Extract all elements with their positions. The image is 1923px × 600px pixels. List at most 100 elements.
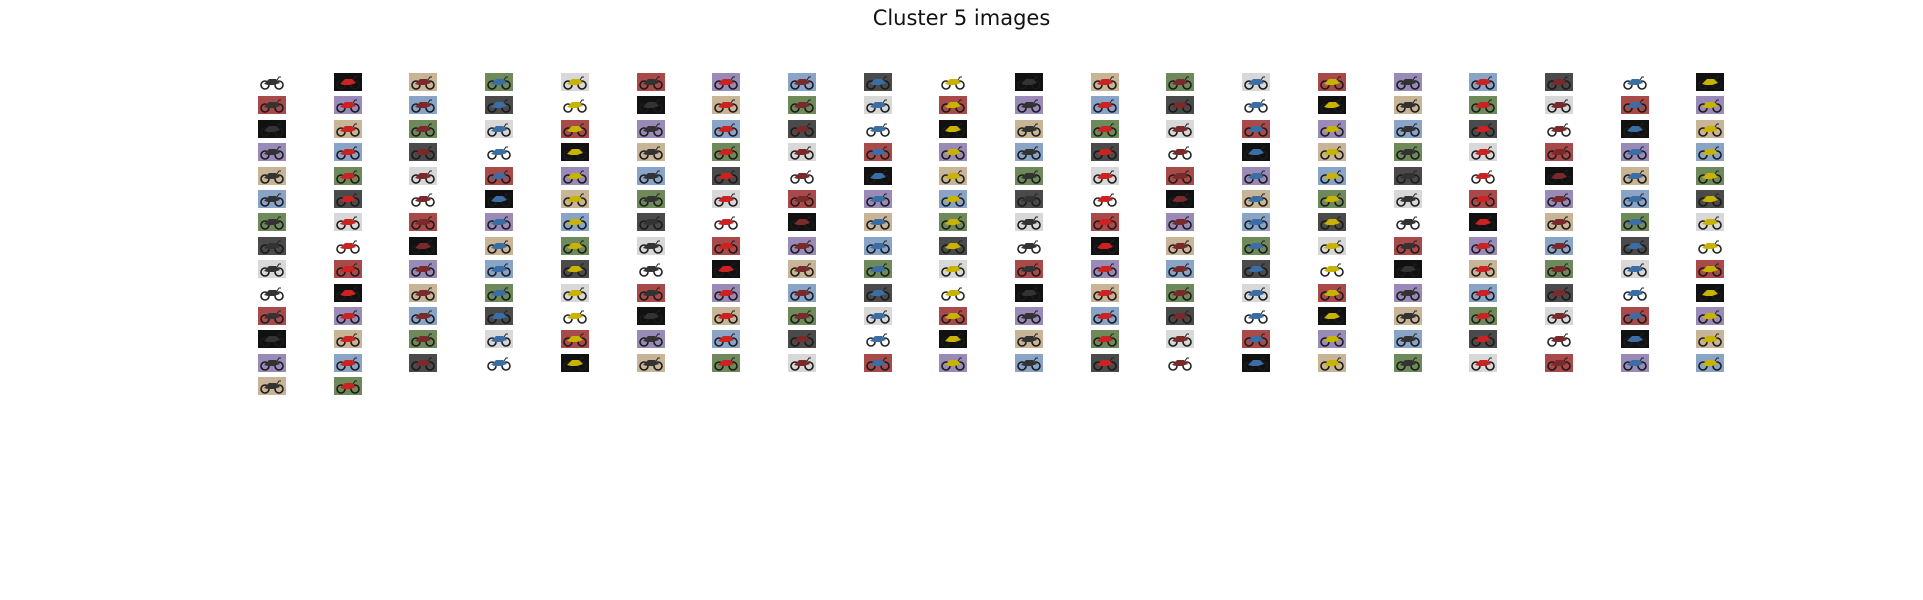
motorcycle-thumbnail: [409, 353, 437, 373]
cluster-image: [788, 329, 816, 349]
cluster-image: [1696, 259, 1724, 279]
motorcycle-thumbnail: [1621, 236, 1649, 256]
cluster-image: [712, 189, 740, 209]
cluster-image: [1015, 95, 1043, 115]
cluster-image: [334, 212, 362, 232]
motorcycle-thumbnail: [939, 259, 967, 279]
motorcycle-thumbnail: [334, 189, 362, 209]
cluster-image: [1469, 353, 1497, 373]
cluster-image: [258, 353, 286, 373]
cluster-image: [1091, 189, 1119, 209]
cluster-image: [1091, 259, 1119, 279]
cluster-image: [1696, 142, 1724, 162]
cluster-image: [409, 72, 437, 92]
cluster-image: [561, 259, 589, 279]
motorcycle-thumbnail: [1166, 259, 1194, 279]
cluster-image: [712, 95, 740, 115]
cluster-image: [1015, 236, 1043, 256]
motorcycle-thumbnail: [561, 212, 589, 232]
motorcycle-thumbnail: [1621, 306, 1649, 326]
motorcycle-thumbnail: [712, 189, 740, 209]
cluster-image: [409, 189, 437, 209]
cluster-image: [1166, 142, 1194, 162]
cluster-image: [1394, 283, 1422, 303]
motorcycle-thumbnail: [1166, 306, 1194, 326]
motorcycle-thumbnail: [1469, 236, 1497, 256]
motorcycle-thumbnail: [1394, 119, 1422, 139]
cluster-image: [788, 236, 816, 256]
cluster-image: [864, 212, 892, 232]
motorcycle-thumbnail: [561, 166, 589, 186]
cluster-image: [258, 189, 286, 209]
motorcycle-thumbnail: [1015, 119, 1043, 139]
motorcycle-thumbnail: [258, 259, 286, 279]
cluster-image: [1696, 329, 1724, 349]
motorcycle-thumbnail: [637, 119, 665, 139]
cluster-image: [1015, 283, 1043, 303]
cluster-image: [939, 283, 967, 303]
motorcycle-thumbnail: [561, 95, 589, 115]
cluster-image: [1621, 119, 1649, 139]
motorcycle-thumbnail: [788, 119, 816, 139]
cluster-image: [1394, 72, 1422, 92]
cluster-image: [864, 189, 892, 209]
motorcycle-thumbnail: [1242, 236, 1270, 256]
motorcycle-thumbnail: [1696, 166, 1724, 186]
motorcycle-thumbnail: [485, 306, 513, 326]
cluster-image: [1015, 353, 1043, 373]
cluster-image: [1545, 95, 1573, 115]
motorcycle-thumbnail: [1318, 259, 1346, 279]
cluster-image: [409, 306, 437, 326]
motorcycle-thumbnail: [939, 236, 967, 256]
motorcycle-thumbnail: [485, 236, 513, 256]
cluster-image: [1469, 95, 1497, 115]
cluster-image: [864, 306, 892, 326]
motorcycle-thumbnail: [939, 212, 967, 232]
cluster-image: [1545, 329, 1573, 349]
cluster-image: [1091, 119, 1119, 139]
cluster-image: [1469, 119, 1497, 139]
motorcycle-thumbnail: [1696, 353, 1724, 373]
cluster-image: [1242, 189, 1270, 209]
cluster-image: [1318, 119, 1346, 139]
cluster-image: [1696, 283, 1724, 303]
cluster-image: [1394, 212, 1422, 232]
cluster-image: [1621, 353, 1649, 373]
cluster-image: [1015, 166, 1043, 186]
motorcycle-thumbnail: [1469, 306, 1497, 326]
motorcycle-thumbnail: [788, 259, 816, 279]
motorcycle-thumbnail: [1318, 189, 1346, 209]
cluster-image: [334, 95, 362, 115]
cluster-image: [258, 212, 286, 232]
motorcycle-thumbnail: [409, 142, 437, 162]
motorcycle-thumbnail: [637, 95, 665, 115]
motorcycle-thumbnail: [637, 212, 665, 232]
motorcycle-thumbnail: [1394, 72, 1422, 92]
motorcycle-thumbnail: [1091, 72, 1119, 92]
cluster-image: [1242, 353, 1270, 373]
motorcycle-thumbnail: [334, 236, 362, 256]
motorcycle-thumbnail: [788, 329, 816, 349]
motorcycle-thumbnail: [712, 142, 740, 162]
cluster-image: [1242, 142, 1270, 162]
cluster-image: [485, 72, 513, 92]
cluster-image: [1318, 166, 1346, 186]
cluster-image: [1015, 212, 1043, 232]
motorcycle-thumbnail: [1166, 119, 1194, 139]
cluster-image: [1621, 142, 1649, 162]
motorcycle-thumbnail: [1091, 259, 1119, 279]
cluster-image: [1394, 329, 1422, 349]
motorcycle-thumbnail: [788, 306, 816, 326]
cluster-image: [485, 95, 513, 115]
motorcycle-thumbnail: [788, 189, 816, 209]
motorcycle-thumbnail: [1318, 306, 1346, 326]
motorcycle-thumbnail: [1166, 283, 1194, 303]
motorcycle-thumbnail: [1545, 119, 1573, 139]
cluster-image: [1015, 329, 1043, 349]
cluster-image: [637, 72, 665, 92]
motorcycle-thumbnail: [1091, 189, 1119, 209]
motorcycle-thumbnail: [1696, 119, 1724, 139]
motorcycle-thumbnail: [1621, 353, 1649, 373]
cluster-image: [1015, 306, 1043, 326]
motorcycle-thumbnail: [485, 283, 513, 303]
